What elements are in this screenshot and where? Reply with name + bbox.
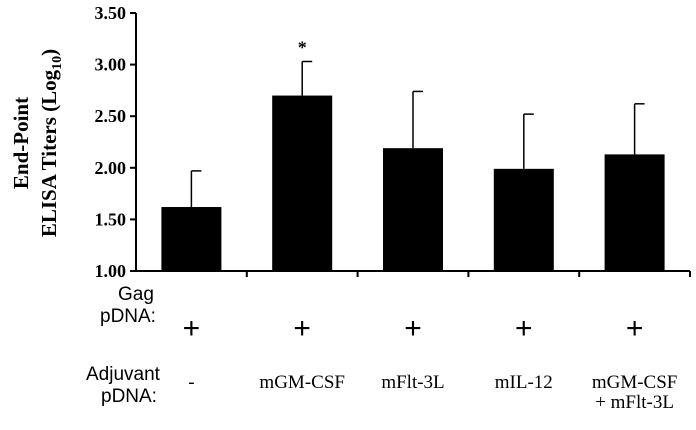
- adjuvant-value: -: [136, 373, 246, 393]
- chart-error-bars: *: [190, 38, 645, 208]
- adjuvant-value: mIL-12: [469, 373, 579, 393]
- y-axis-label-line1: End-Point: [9, 97, 33, 189]
- chart-y-ticks: 1.00 1.50 2.00 2.50 3.00 3.50: [95, 3, 136, 281]
- adjuvant-value: mGM-CSF + mFlt-3L: [580, 373, 690, 413]
- adjuvant-row-label: Adjuvant pDNA:: [86, 364, 160, 408]
- y-tick-label: 1.50: [95, 209, 127, 229]
- adjuvant-value-line: mGM-CSF: [259, 372, 345, 393]
- adjuvant-value-line: mIL-12: [494, 372, 553, 393]
- adjuvant-label-line1: Adjuvant: [86, 364, 160, 385]
- bar: [383, 148, 443, 271]
- adjuvant-value-line: + mFlt-3L: [595, 392, 674, 413]
- y-axis-label-main: ELISA Titers (Log: [37, 69, 61, 237]
- bar: [604, 154, 665, 271]
- chart-bars: [161, 95, 665, 271]
- adjuvant-value-line: mGM-CSF: [591, 372, 678, 393]
- adjuvant-value-line: -: [188, 372, 195, 393]
- adjuvant-value-line: mFlt-3L: [381, 372, 445, 393]
- adjuvant-label-line2: pDNA:: [101, 386, 157, 407]
- gag-row-label: Gag pDNA:: [100, 284, 156, 328]
- bar: [272, 95, 333, 271]
- y-tick-label: 1.00: [95, 261, 127, 281]
- adjuvant-value: mFlt-3L: [358, 373, 468, 393]
- gag-value: +: [182, 312, 201, 345]
- gag-label-line1: Gag: [118, 284, 154, 305]
- y-axis-label-close: ): [37, 49, 61, 56]
- y-axis-label-subscript: 10: [50, 56, 65, 70]
- bar: [161, 207, 222, 271]
- adjuvant-value: mGM-CSF: [247, 373, 357, 393]
- y-axis-label-line2: ELISA Titers (Log10): [37, 49, 65, 237]
- y-tick-label: 2.00: [95, 158, 127, 178]
- gag-value: +: [293, 312, 311, 345]
- gag-value: +: [625, 312, 644, 345]
- gag-label-line2: pDNA:: [100, 306, 156, 327]
- bar-chart: * 1.00 1.50 2.00 2.50 3.00 3.50 End-Point ELI…: [9, 3, 691, 281]
- y-tick-label: 3.00: [95, 55, 127, 75]
- bar: [493, 168, 554, 271]
- y-tick-label: 3.50: [95, 3, 127, 23]
- gag-value: +: [515, 312, 533, 345]
- significance-marker: *: [298, 38, 307, 58]
- y-tick-label: 2.50: [95, 106, 127, 126]
- gag-value: +: [404, 312, 422, 345]
